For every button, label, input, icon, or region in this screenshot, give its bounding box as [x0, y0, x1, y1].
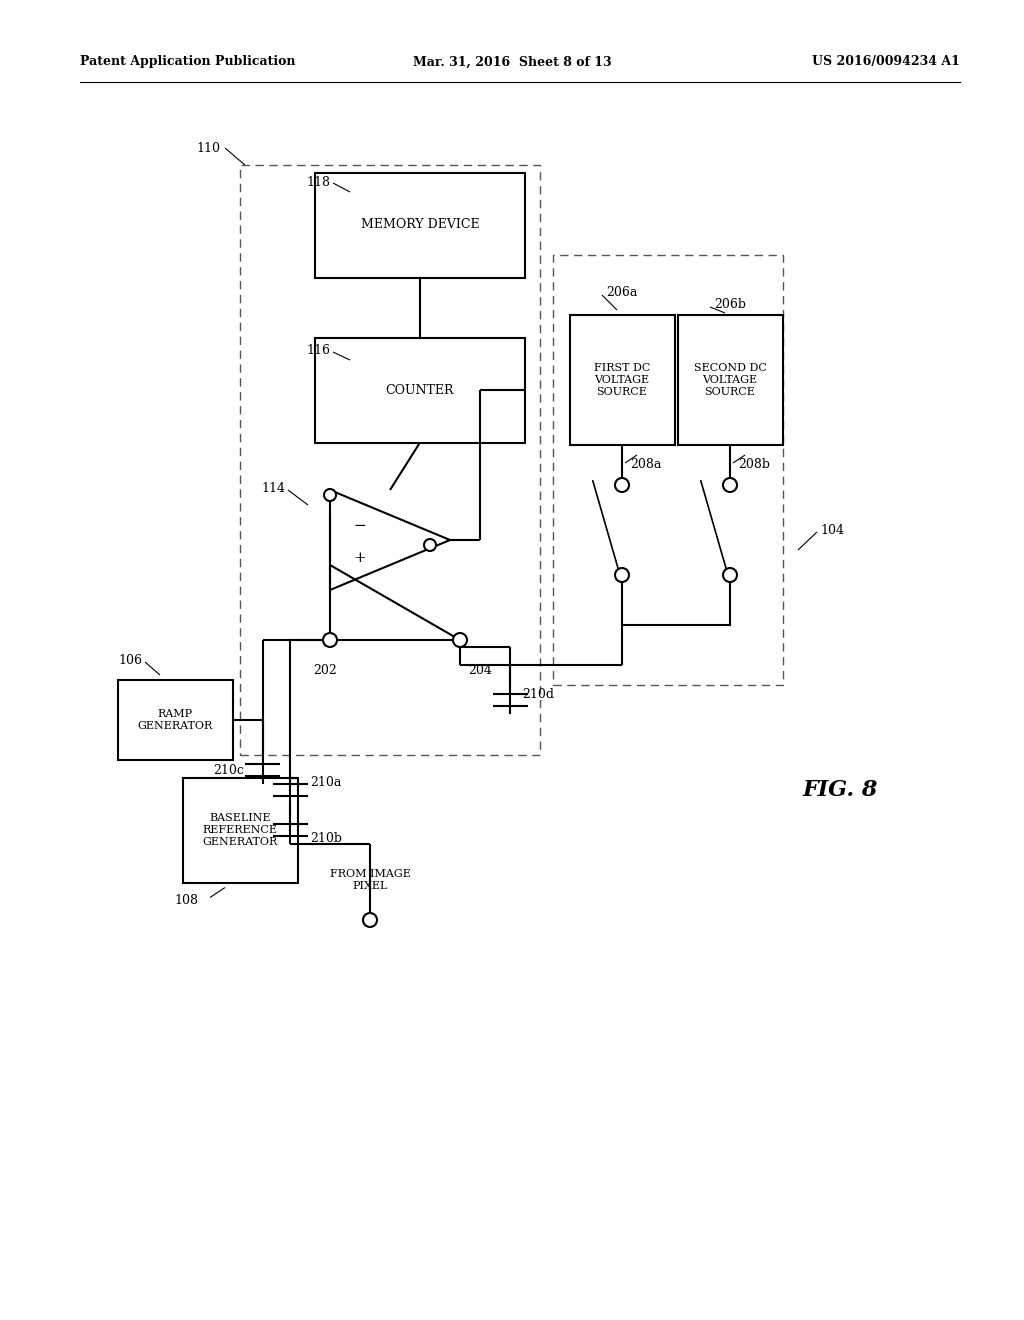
- Text: 204: 204: [468, 664, 492, 676]
- Circle shape: [615, 568, 629, 582]
- Text: 206a: 206a: [606, 286, 638, 300]
- Text: −: −: [353, 519, 367, 533]
- Text: 206b: 206b: [714, 298, 746, 312]
- Circle shape: [615, 478, 629, 492]
- Bar: [182, 777, 298, 883]
- Bar: [569, 315, 675, 445]
- Circle shape: [323, 634, 337, 647]
- Circle shape: [453, 634, 467, 647]
- Text: 104: 104: [820, 524, 844, 536]
- Text: 106: 106: [118, 653, 142, 667]
- Text: +: +: [353, 550, 367, 565]
- Text: Patent Application Publication: Patent Application Publication: [80, 55, 296, 69]
- Text: COUNTER: COUNTER: [386, 384, 455, 396]
- Text: 118: 118: [306, 176, 330, 189]
- Text: 208b: 208b: [738, 458, 770, 471]
- Text: Mar. 31, 2016  Sheet 8 of 13: Mar. 31, 2016 Sheet 8 of 13: [413, 55, 611, 69]
- Bar: [315, 173, 525, 277]
- Text: FROM IMAGE
PIXEL: FROM IMAGE PIXEL: [330, 869, 411, 891]
- Circle shape: [723, 478, 737, 492]
- Bar: [240, 165, 540, 755]
- Text: 108: 108: [174, 894, 198, 907]
- Bar: [553, 255, 783, 685]
- Text: BASELINE
REFERENCE
GENERATOR: BASELINE REFERENCE GENERATOR: [203, 813, 278, 846]
- Bar: [118, 680, 232, 760]
- Circle shape: [723, 568, 737, 582]
- Text: 208a: 208a: [630, 458, 662, 471]
- Text: SECOND DC
VOLTAGE
SOURCE: SECOND DC VOLTAGE SOURCE: [693, 363, 766, 396]
- Text: 110: 110: [196, 141, 220, 154]
- Circle shape: [424, 539, 436, 550]
- Text: 116: 116: [306, 343, 330, 356]
- Text: MEMORY DEVICE: MEMORY DEVICE: [360, 219, 479, 231]
- Text: RAMP
GENERATOR: RAMP GENERATOR: [137, 709, 213, 731]
- Text: 210b: 210b: [310, 832, 342, 845]
- Text: FIRST DC
VOLTAGE
SOURCE: FIRST DC VOLTAGE SOURCE: [594, 363, 650, 396]
- Bar: [678, 315, 782, 445]
- Text: 202: 202: [313, 664, 337, 676]
- Text: 114: 114: [261, 482, 285, 495]
- Bar: [315, 338, 525, 442]
- Circle shape: [362, 913, 377, 927]
- Text: 210d: 210d: [522, 689, 554, 701]
- Circle shape: [324, 488, 336, 502]
- Text: FIG. 8: FIG. 8: [803, 779, 878, 801]
- Text: 210a: 210a: [310, 776, 341, 788]
- Text: 210c: 210c: [214, 763, 245, 776]
- Text: US 2016/0094234 A1: US 2016/0094234 A1: [812, 55, 961, 69]
